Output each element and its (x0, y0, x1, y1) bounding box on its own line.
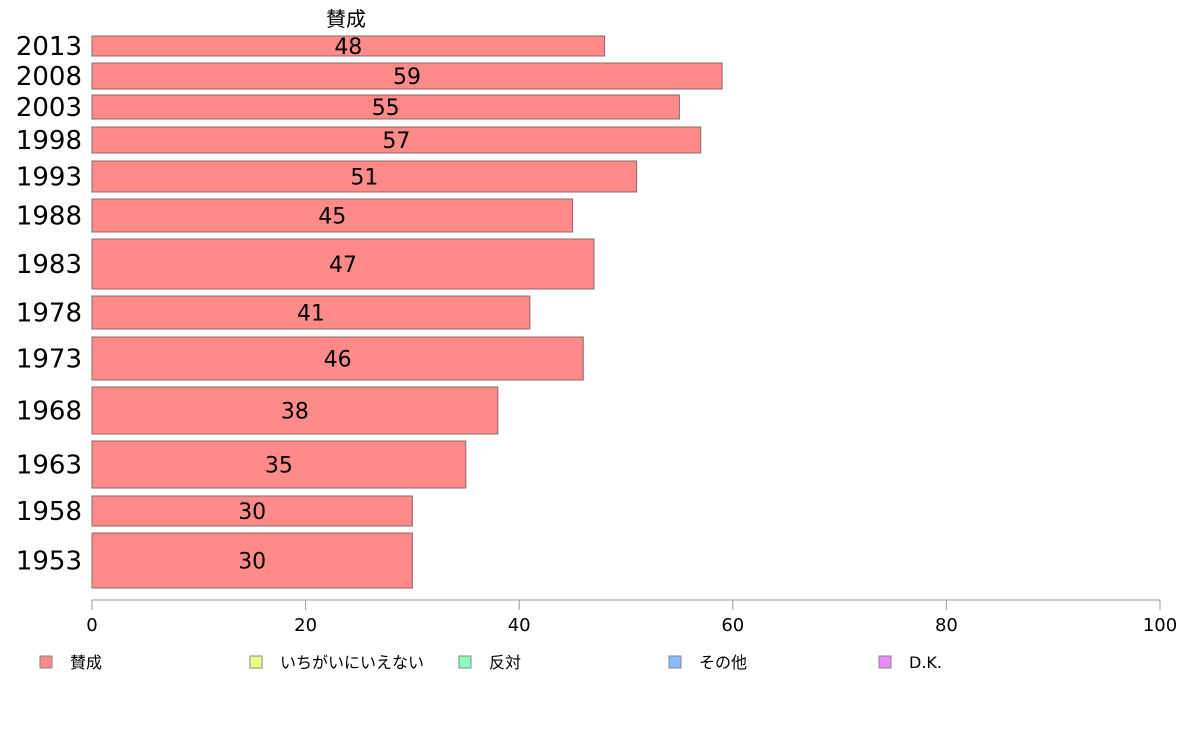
category-label-1978: 1978 (16, 299, 82, 329)
bar-1968 (91, 386, 499, 435)
value-label-2008: 59 (393, 65, 421, 90)
value-label-1983: 47 (329, 253, 357, 278)
bar-1983 (91, 238, 595, 290)
bar-2003 (91, 94, 680, 120)
legend-swatch-2 (458, 655, 472, 669)
bar-1973 (91, 336, 584, 381)
legend-label-4: D.K. (909, 653, 942, 672)
x-tick-label-40: 40 (508, 615, 531, 636)
category-label-1988: 1988 (16, 202, 82, 232)
category-label-1993: 1993 (16, 163, 82, 193)
value-label-1953: 30 (238, 550, 266, 575)
value-label-2013: 48 (334, 35, 362, 60)
x-tick-label-80: 80 (935, 615, 958, 636)
value-label-1988: 45 (318, 205, 346, 230)
legend-label-3: その他 (699, 653, 747, 672)
legend-swatch-0 (39, 655, 53, 669)
value-label-1963: 35 (265, 454, 293, 479)
bar-1998 (91, 126, 702, 154)
bar-1963 (91, 440, 467, 489)
value-label-1978: 41 (297, 302, 325, 327)
category-label-1973: 1973 (16, 345, 82, 375)
category-label-1953: 1953 (16, 547, 82, 577)
legend-swatch-4 (878, 655, 892, 669)
legend-label-1: いちがいにいえない (280, 653, 424, 672)
x-tick-label-0: 0 (86, 615, 97, 636)
value-label-1958: 30 (238, 500, 266, 525)
bar-2008 (91, 62, 723, 90)
bar-1978 (91, 295, 531, 330)
category-label-2003: 2003 (16, 93, 82, 123)
legend-swatch-1 (249, 655, 263, 669)
x-tick-label-60: 60 (721, 615, 744, 636)
category-label-1983: 1983 (16, 250, 82, 280)
x-axis: 0 20 40 60 80 100 (86, 599, 1177, 636)
legend-label-2: 反対 (489, 653, 521, 672)
bar-2013 (91, 35, 606, 57)
value-label-2003: 55 (372, 96, 400, 121)
bars-group: 2013 48 2008 59 2003 55 1998 57 1993 51 1988 45 1983… (16, 32, 723, 589)
category-label-2008: 2008 (16, 62, 82, 92)
category-label-1968: 1968 (16, 397, 82, 427)
category-label-1998: 1998 (16, 126, 82, 156)
value-label-1998: 57 (382, 129, 410, 154)
bar-1993 (91, 160, 638, 193)
category-label-1963: 1963 (16, 451, 82, 481)
value-label-1993: 51 (350, 166, 378, 191)
bar-1958 (91, 495, 413, 527)
legend-swatch-3 (668, 655, 682, 669)
series-title: 賛成 (326, 7, 366, 31)
bar-1988 (91, 198, 574, 233)
value-label-1968: 38 (281, 400, 309, 425)
x-tick-label-100: 100 (1143, 615, 1177, 636)
value-label-1973: 46 (324, 348, 352, 373)
legend-label-0: 賛成 (70, 653, 102, 672)
legend: 賛成 いちがいにいえない 反対 その他 D.K. (39, 653, 942, 672)
category-label-1958: 1958 (16, 497, 82, 527)
x-tick-label-20: 20 (294, 615, 317, 636)
category-label-2013: 2013 (16, 32, 82, 62)
bar-1953 (91, 532, 413, 589)
